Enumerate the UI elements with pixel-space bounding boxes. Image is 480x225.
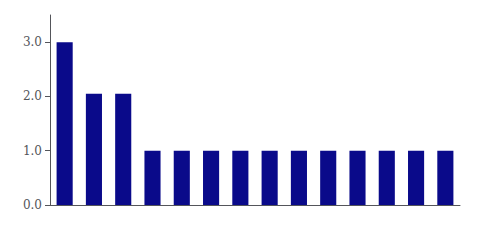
svg-text:2.0: 2.0 xyxy=(23,89,42,103)
svg-text:3.0: 3.0 xyxy=(23,35,42,49)
svg-text:0.0: 0.0 xyxy=(23,198,42,212)
svg-text:1.0: 1.0 xyxy=(23,144,42,158)
